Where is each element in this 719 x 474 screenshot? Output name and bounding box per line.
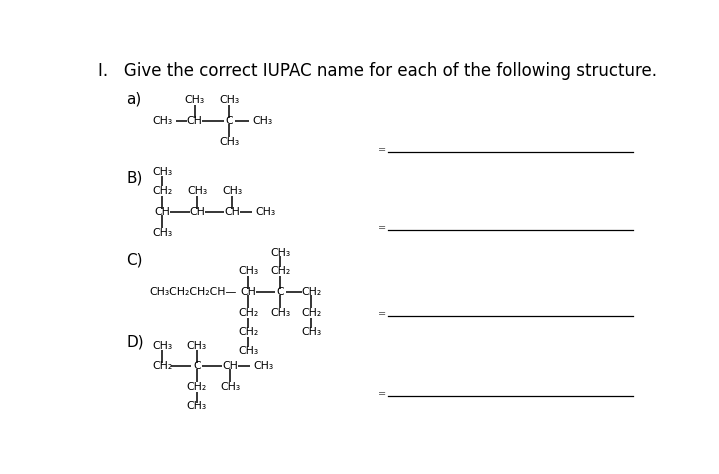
- Text: CH: CH: [240, 287, 256, 297]
- Text: CH₃: CH₃: [270, 308, 290, 318]
- Text: CH₃: CH₃: [254, 361, 274, 372]
- Text: CH: CH: [155, 207, 170, 217]
- Text: CH₃: CH₃: [220, 382, 240, 392]
- Text: CH₃: CH₃: [152, 116, 173, 126]
- Text: D): D): [126, 334, 144, 349]
- Text: =: =: [377, 145, 386, 155]
- Text: CH₂: CH₂: [301, 287, 321, 297]
- Text: CH₃: CH₃: [238, 346, 258, 356]
- Text: CH₃: CH₃: [152, 228, 173, 238]
- Text: C: C: [225, 116, 233, 126]
- Text: CH₃: CH₃: [152, 167, 173, 177]
- Text: CH₃: CH₃: [187, 401, 207, 411]
- Text: CH₂: CH₂: [238, 308, 258, 318]
- Text: CH₃: CH₃: [219, 137, 239, 146]
- Text: a): a): [126, 91, 142, 107]
- Text: CH: CH: [224, 207, 240, 217]
- Text: CH₃CH₂CH₂CH—: CH₃CH₂CH₂CH—: [150, 287, 237, 297]
- Text: CH₂: CH₂: [301, 308, 321, 318]
- Text: CH₂: CH₂: [187, 382, 207, 392]
- Text: CH₃: CH₃: [185, 95, 205, 105]
- Text: CH₃: CH₃: [238, 266, 258, 276]
- Text: CH: CH: [187, 116, 203, 126]
- Text: CH₃: CH₃: [255, 207, 275, 217]
- Text: CH: CH: [190, 207, 206, 217]
- Text: CH₂: CH₂: [270, 266, 290, 276]
- Text: CH₂: CH₂: [152, 186, 173, 196]
- Text: =: =: [377, 223, 386, 233]
- Text: C: C: [193, 361, 201, 372]
- Text: I.   Give the correct IUPAC name for each of the following structure.: I. Give the correct IUPAC name for each …: [99, 63, 657, 81]
- Text: =: =: [377, 309, 386, 319]
- Text: CH₃: CH₃: [222, 186, 242, 196]
- Text: CH₂: CH₂: [152, 361, 173, 372]
- Text: CH₃: CH₃: [187, 341, 207, 351]
- Text: CH: CH: [222, 361, 238, 372]
- Text: CH₃: CH₃: [301, 327, 321, 337]
- Text: CH₂: CH₂: [238, 327, 258, 337]
- Text: C): C): [126, 252, 142, 267]
- Text: CH₃: CH₃: [152, 341, 173, 351]
- Text: CH₃: CH₃: [252, 116, 273, 126]
- Text: CH₃: CH₃: [270, 247, 290, 257]
- Text: =: =: [377, 389, 386, 399]
- Text: CH₃: CH₃: [219, 95, 239, 105]
- Text: C: C: [277, 287, 284, 297]
- Text: B): B): [126, 170, 142, 185]
- Text: CH₃: CH₃: [188, 186, 208, 196]
